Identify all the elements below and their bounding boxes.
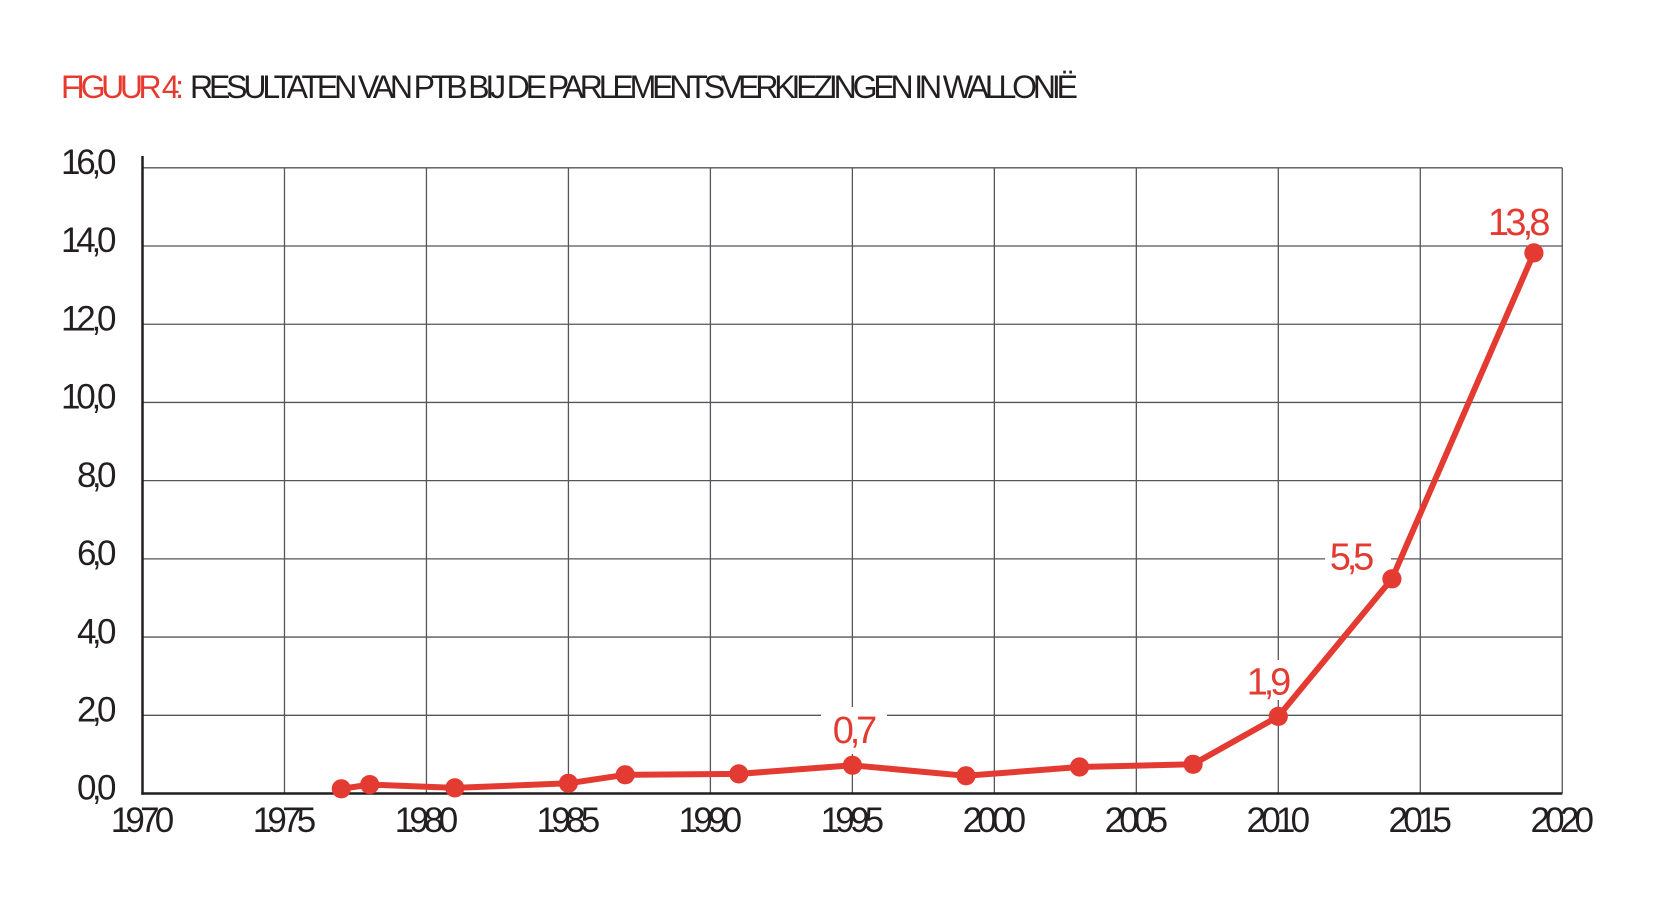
svg-text:2020: 2020 [1531, 801, 1595, 840]
svg-text:1985: 1985 [537, 801, 601, 840]
svg-text:2,0: 2,0 [77, 691, 117, 730]
svg-text:14,0: 14,0 [61, 221, 117, 260]
svg-text:1995: 1995 [821, 801, 885, 840]
svg-text:2015: 2015 [1389, 801, 1453, 840]
svg-text:16,0: 16,0 [61, 143, 117, 182]
svg-text:0,0: 0,0 [77, 769, 117, 808]
svg-text:1990: 1990 [679, 801, 743, 840]
svg-text:2010: 2010 [1247, 801, 1311, 840]
svg-text:6,0: 6,0 [77, 534, 117, 573]
svg-text:8,0: 8,0 [77, 456, 117, 495]
svg-text:1970: 1970 [111, 801, 175, 840]
svg-text:1,9: 1,9 [1247, 661, 1292, 703]
svg-text:13,8: 13,8 [1488, 202, 1551, 244]
svg-text:12,0: 12,0 [61, 299, 117, 338]
svg-text:2005: 2005 [1105, 801, 1169, 840]
svg-text:1975: 1975 [253, 801, 317, 840]
svg-text:FIGUUR 4:: FIGUUR 4: [61, 69, 184, 105]
svg-text:RESULTATEN VAN PTB BIJ DE PARL: RESULTATEN VAN PTB BIJ DE PARLEMENTSVERK… [190, 69, 1078, 105]
svg-text:10,0: 10,0 [61, 378, 117, 417]
svg-text:4,0: 4,0 [77, 612, 117, 651]
svg-text:2000: 2000 [963, 801, 1027, 840]
svg-text:1980: 1980 [395, 801, 459, 840]
svg-text:0,7: 0,7 [833, 710, 878, 752]
svg-text:5,5: 5,5 [1330, 537, 1375, 579]
